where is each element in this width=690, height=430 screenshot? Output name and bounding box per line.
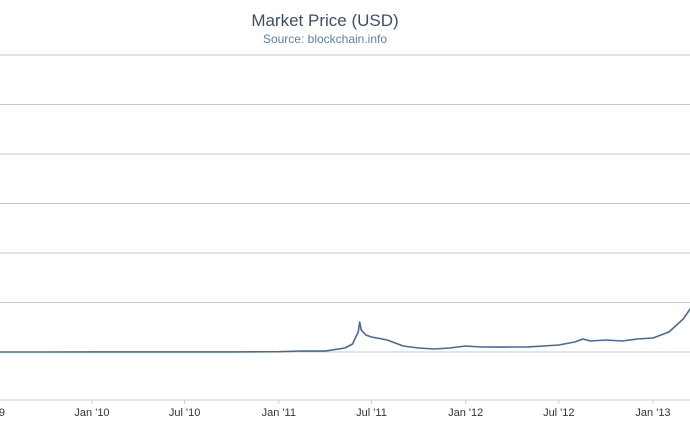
x-tick-label: Jan '11 bbox=[262, 407, 296, 419]
series-line bbox=[0, 307, 690, 353]
chart-subtitle: Source: blockchain.info bbox=[262, 32, 388, 46]
x-tick-label: '09 bbox=[0, 407, 5, 419]
x-tick-label: Jul '11 bbox=[356, 407, 387, 419]
x-tick-label: Jan '10 bbox=[74, 407, 109, 419]
x-tick-label: Jul '12 bbox=[543, 407, 574, 419]
chart-title: Market Price (USD) bbox=[251, 11, 399, 30]
x-axis bbox=[0, 399, 690, 404]
x-tick-label: Jan '13 bbox=[635, 407, 670, 419]
x-tick-label: Jul '10 bbox=[169, 407, 200, 419]
series-layer bbox=[0, 307, 690, 353]
x-tick-label: Jan '12 bbox=[448, 407, 483, 419]
chart-header: Market Price (USD) Source: blockchain.in… bbox=[0, 10, 650, 46]
x-tick-labels: '09 Jan '10 Jul '10 Jan '11 Jul '11 Jan '12 Ju… bbox=[0, 407, 671, 419]
gridlines bbox=[0, 54, 690, 353]
